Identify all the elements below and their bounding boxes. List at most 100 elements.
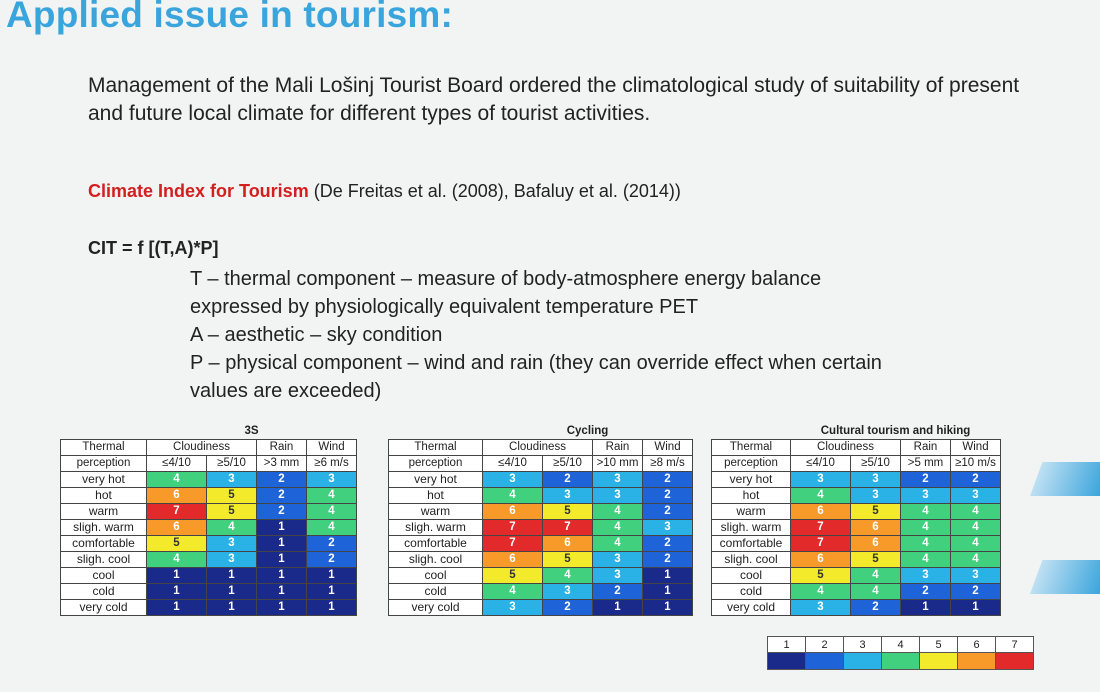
table-row: cold 4 3 2 1	[388, 583, 693, 600]
suitability-cell: 3	[790, 599, 851, 616]
definition-line: A – aesthetic – sky condition	[190, 324, 443, 346]
suitability-table: Cultural tourism and hiking Thermal Cloudi…	[711, 424, 1001, 616]
slide-title: Applied issue in tourism:	[6, 0, 453, 35]
table-spacer	[389, 424, 483, 440]
suitability-cell: 2	[850, 599, 901, 616]
threshold-header: ≥5/10	[850, 455, 901, 472]
suitability-cell: 5	[790, 567, 851, 584]
threshold-header: ≤4/10	[790, 455, 851, 472]
table-row: sligh. warm 7 7 4 3	[388, 519, 693, 536]
decorative-stripe	[1030, 560, 1100, 594]
suitability-cell: 4	[146, 551, 207, 568]
table-row: warm 6 5 4 4	[711, 503, 1001, 520]
suitability-cell: 7	[146, 503, 207, 520]
table-row: comfortable 5 3 1 2	[60, 535, 357, 552]
suitability-cell: 2	[306, 551, 357, 568]
thermal-perception-label: hot	[388, 487, 483, 504]
thermal-perception-label: sligh. warm	[388, 519, 483, 536]
suitability-cell: 5	[482, 567, 543, 584]
threshold-header: >3 mm	[256, 455, 307, 472]
suitability-cell: 2	[256, 487, 307, 504]
suitability-cell: 2	[642, 487, 693, 504]
suitability-cell: 1	[642, 599, 693, 616]
thermal-perception-label: cold	[60, 583, 147, 600]
legend-number: 3	[843, 636, 882, 653]
suitability-cell: 5	[146, 535, 207, 552]
wind-header: Wind	[306, 439, 357, 456]
thermal-perception-label: very hot	[388, 471, 483, 488]
rain-header: Rain	[256, 439, 307, 456]
suitability-cell: 2	[950, 471, 1001, 488]
table-row: comfortable 7 6 4 2	[388, 535, 693, 552]
suitability-cell: 5	[206, 487, 257, 504]
table-row: very cold 1 1 1 1	[60, 599, 357, 616]
suitability-cell: 4	[950, 519, 1001, 536]
thermal-header: Thermal	[711, 439, 791, 456]
suitability-cell: 4	[306, 519, 357, 536]
suitability-cell: 1	[306, 583, 357, 600]
suitability-cell: 6	[482, 551, 543, 568]
legend-swatch	[805, 652, 844, 670]
thermal-perception-label: cool	[60, 567, 147, 584]
suitability-cell: 1	[206, 567, 257, 584]
thermal-perception-label: sligh. cool	[388, 551, 483, 568]
suitability-cell: 1	[306, 567, 357, 584]
suitability-cell: 4	[900, 503, 951, 520]
suitability-cell: 7	[790, 519, 851, 536]
suitability-cell: 2	[900, 583, 951, 600]
legend-number: 5	[919, 636, 958, 653]
intro-paragraph: Management of the Mali Lošinj Tourist Bo…	[88, 74, 1020, 125]
table-row: cool 1 1 1 1	[60, 567, 357, 584]
table-spacer	[61, 424, 147, 440]
threshold-header: ≤4/10	[482, 455, 543, 472]
suitability-cell: 4	[900, 519, 951, 536]
thermal-header: Thermal	[388, 439, 483, 456]
table-row: warm 6 5 4 2	[388, 503, 693, 520]
suitability-cell: 1	[306, 599, 357, 616]
thermal-perception-label: cold	[711, 583, 791, 600]
definition-line: expressed by physiologically equivalent …	[190, 296, 699, 318]
suitability-cell: 4	[790, 487, 851, 504]
suitability-cell: 4	[482, 487, 543, 504]
suitability-cell: 5	[850, 503, 901, 520]
suitability-cell: 4	[542, 567, 593, 584]
cloudiness-header: Cloudiness	[482, 439, 593, 456]
threshold-header: >10 mm	[592, 455, 643, 472]
suitability-cell: 7	[482, 519, 543, 536]
perception-header: perception	[60, 455, 147, 472]
thermal-perception-label: sligh. warm	[711, 519, 791, 536]
suitability-cell: 3	[206, 471, 257, 488]
thermal-perception-label: comfortable	[388, 535, 483, 552]
suitability-cell: 4	[950, 535, 1001, 552]
thermal-perception-label: very hot	[711, 471, 791, 488]
suitability-cell: 6	[542, 535, 593, 552]
suitability-cell: 1	[950, 599, 1001, 616]
suitability-cell: 3	[592, 567, 643, 584]
thermal-header: Thermal	[60, 439, 147, 456]
cloudiness-header: Cloudiness	[790, 439, 901, 456]
perception-header: perception	[711, 455, 791, 472]
legend-swatch	[843, 652, 882, 670]
threshold-header: ≥6 m/s	[306, 455, 357, 472]
thermal-perception-label: comfortable	[60, 535, 147, 552]
table-row: cool 5 4 3 3	[711, 567, 1001, 584]
suitability-cell: 1	[900, 599, 951, 616]
thermal-perception-label: very cold	[388, 599, 483, 616]
thermal-perception-label: hot	[60, 487, 147, 504]
suitability-cell: 2	[642, 535, 693, 552]
definition-line: T – thermal component – measure of body-…	[190, 268, 822, 290]
suitability-cell: 2	[642, 551, 693, 568]
suitability-cell: 4	[950, 503, 1001, 520]
legend-swatch	[767, 652, 806, 670]
legend-swatch	[919, 652, 958, 670]
threshold-header: ≥5/10	[542, 455, 593, 472]
threshold-header: ≥5/10	[206, 455, 257, 472]
suitability-cell: 1	[592, 599, 643, 616]
suitability-cell: 1	[206, 583, 257, 600]
wind-header: Wind	[642, 439, 693, 456]
suitability-cell: 5	[542, 551, 593, 568]
suitability-cell: 5	[542, 503, 593, 520]
thermal-perception-label: very cold	[711, 599, 791, 616]
suitability-cell: 5	[850, 551, 901, 568]
